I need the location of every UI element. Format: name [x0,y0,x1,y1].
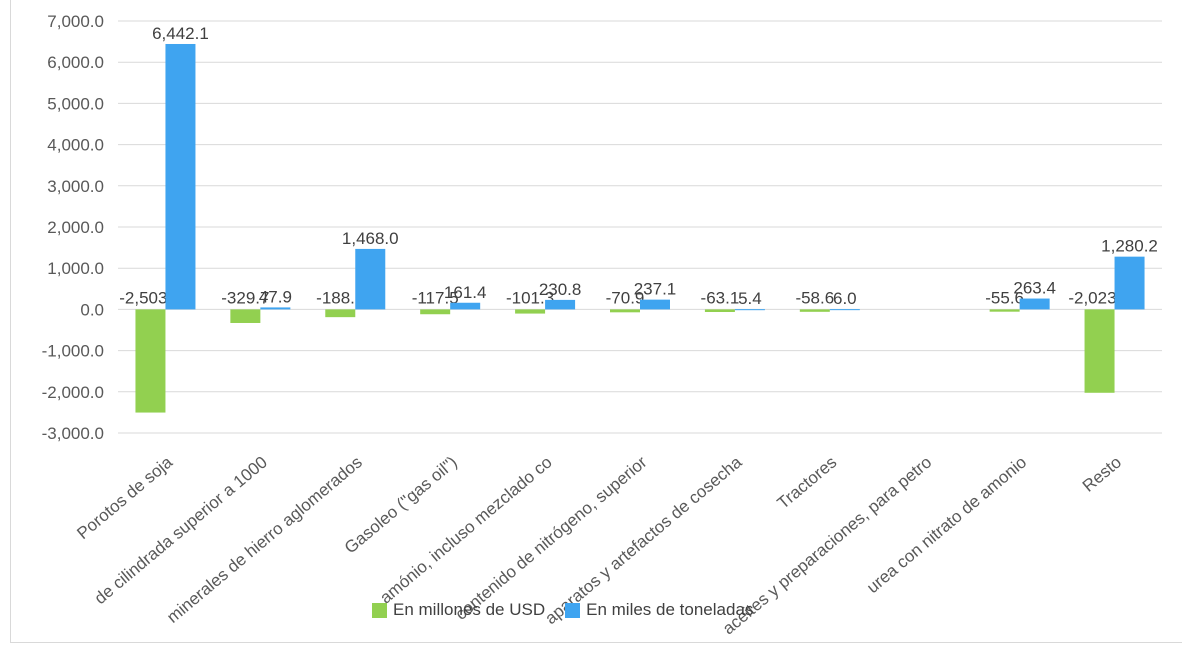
legend-item-tons: En miles de toneladas [565,600,753,620]
data-label: 1,468.0 [342,229,399,248]
bar-tons [1019,298,1050,310]
x-tick-label: minerales de hierro aglomerados [163,453,366,627]
x-tick-label: amónio, incluso mezclado co [376,453,555,608]
bar-usd [135,309,166,413]
x-tick-label: urea con nitrato de amonio [863,453,1030,598]
bar-tons [450,302,481,310]
bar-usd [799,309,830,312]
bar-tons [1114,256,1145,310]
legend-label-usd: En millones de USD [393,600,546,619]
legend-swatch-tons [565,602,581,618]
bar-usd [610,309,640,313]
data-label: 237.1 [634,280,677,299]
x-tick-label: de cilindrada superior a 1000 [91,453,271,608]
bar-tons [829,309,860,311]
x-tick-label: Porotos de soja [73,452,176,543]
y-tick-label: -3,000.0 [42,424,104,443]
bar-usd [989,309,1020,312]
data-label: -70.9 [606,288,645,307]
data-label: -63.1 [701,288,740,307]
y-tick-label: -2,000.0 [42,383,104,402]
data-label: -58.6 [795,288,834,307]
data-label: -329.7 [221,288,269,307]
legend-item-usd: En millones de USD [372,600,545,620]
data-label: 161.4 [444,283,487,302]
bar-tons [640,299,670,310]
bar-tons [165,43,196,310]
bar-usd [515,309,546,314]
y-tick-label: 5,000.0 [47,94,104,113]
x-tick-label: Tractores [774,453,841,513]
y-tick-label: -1,000.0 [42,342,104,361]
data-label: 47.9 [259,287,292,306]
legend-label-tons: En miles de toneladas [586,600,754,619]
x-tick-label: contenido de nitrógeno, superior [452,452,651,624]
x-tick-label: Resto [1079,453,1125,496]
data-label: 6.0 [833,289,857,308]
data-label: -188.2 [316,288,364,307]
bar-usd [1084,309,1115,393]
data-label: 230.8 [539,280,582,299]
bar-tons [260,307,291,310]
data-label: -117.5 [412,288,459,307]
data-label: -101.3 [506,288,554,307]
y-tick-label: 7,000.0 [47,12,104,31]
data-label: 263.4 [1013,279,1056,298]
data-label: 1,280.2 [1101,237,1158,256]
y-tick-label: 2,000.0 [47,218,104,237]
y-tick-label: 4,000.0 [47,136,104,155]
bar-usd [230,309,261,323]
bar-usd [420,309,451,315]
y-tick-label: 3,000.0 [47,177,104,196]
bar-tons [545,299,576,310]
y-tick-label: 1,000.0 [47,259,104,278]
legend: En millones de USD En miles de toneladas [372,600,773,620]
data-label: -55.6 [985,288,1024,307]
bar-tons [355,248,386,310]
data-label: 6,442.1 [152,24,209,43]
data-label: 5.4 [738,289,762,308]
y-tick-label: 6,000.0 [47,53,104,72]
bar-tons [734,309,765,311]
legend-swatch-usd [372,602,387,618]
bar-usd [704,309,735,312]
bar-usd [325,309,356,318]
y-tick-label: 0.0 [80,300,104,319]
